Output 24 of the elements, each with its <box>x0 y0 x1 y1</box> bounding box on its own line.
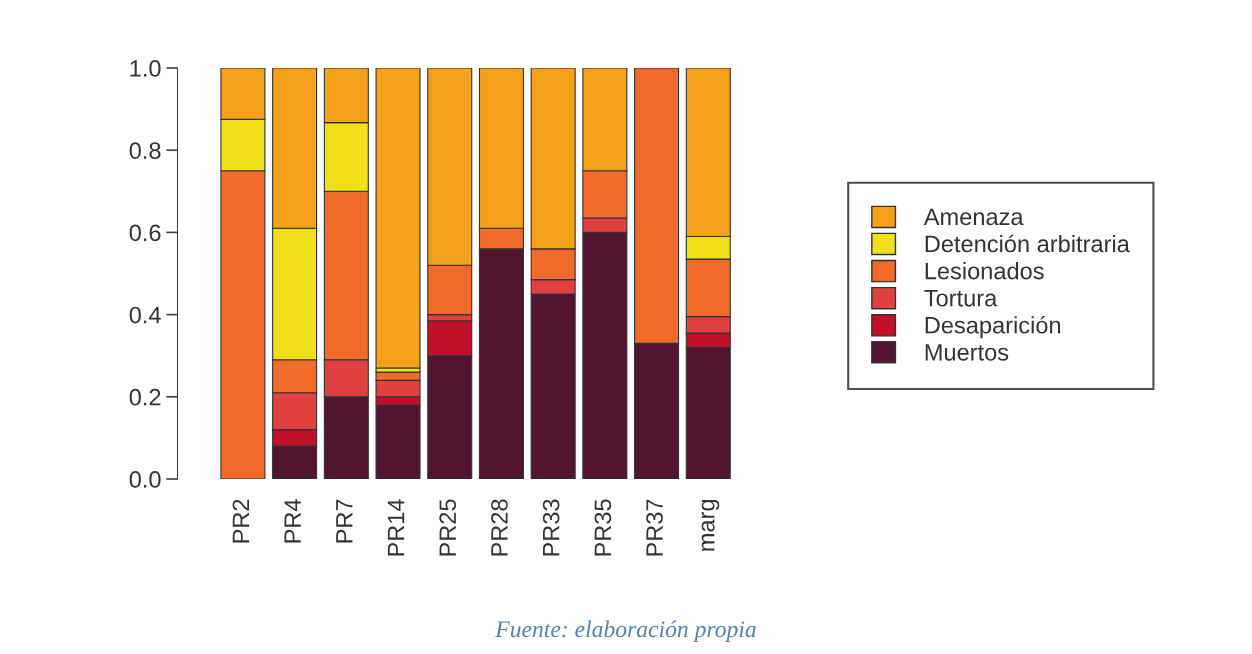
bar <box>375 68 421 369</box>
x-tick-label: PR25 <box>439 499 457 556</box>
legend-label: Detención arbitraria <box>925 234 1130 253</box>
x-tick-label: PR7 <box>336 499 353 543</box>
source-note: Fuente: elaboración propia <box>495 620 756 642</box>
x-tick-label: PR14 <box>387 499 405 556</box>
x-tick-label: PR2 <box>232 499 250 543</box>
x-tick-label: PR28 <box>491 499 508 556</box>
y-tick-label: 1.0 <box>130 60 161 77</box>
legend-label: Desaparición <box>925 315 1061 339</box>
x-tick-label: PR35 <box>594 499 612 556</box>
x-tick-label: PR37 <box>646 499 663 556</box>
x-tick-label: PR4 <box>284 499 301 543</box>
legend-label: Lesionados <box>925 262 1044 280</box>
y-tick-label: 0.8 <box>129 142 161 159</box>
x-tick-label: PR33 <box>542 499 560 556</box>
y-tick-label: 0.6 <box>129 224 161 242</box>
legend-label: Tortura <box>924 290 998 307</box>
x-tick-label: marg <box>701 499 720 551</box>
y-tick-label: 0.2 <box>129 388 161 406</box>
legend-label: Muertos <box>925 344 1009 361</box>
y-tick-label: 0.4 <box>129 306 161 324</box>
legend-label: Amenaza <box>923 208 1024 226</box>
y-tick-label: 0.0 <box>129 471 161 488</box>
